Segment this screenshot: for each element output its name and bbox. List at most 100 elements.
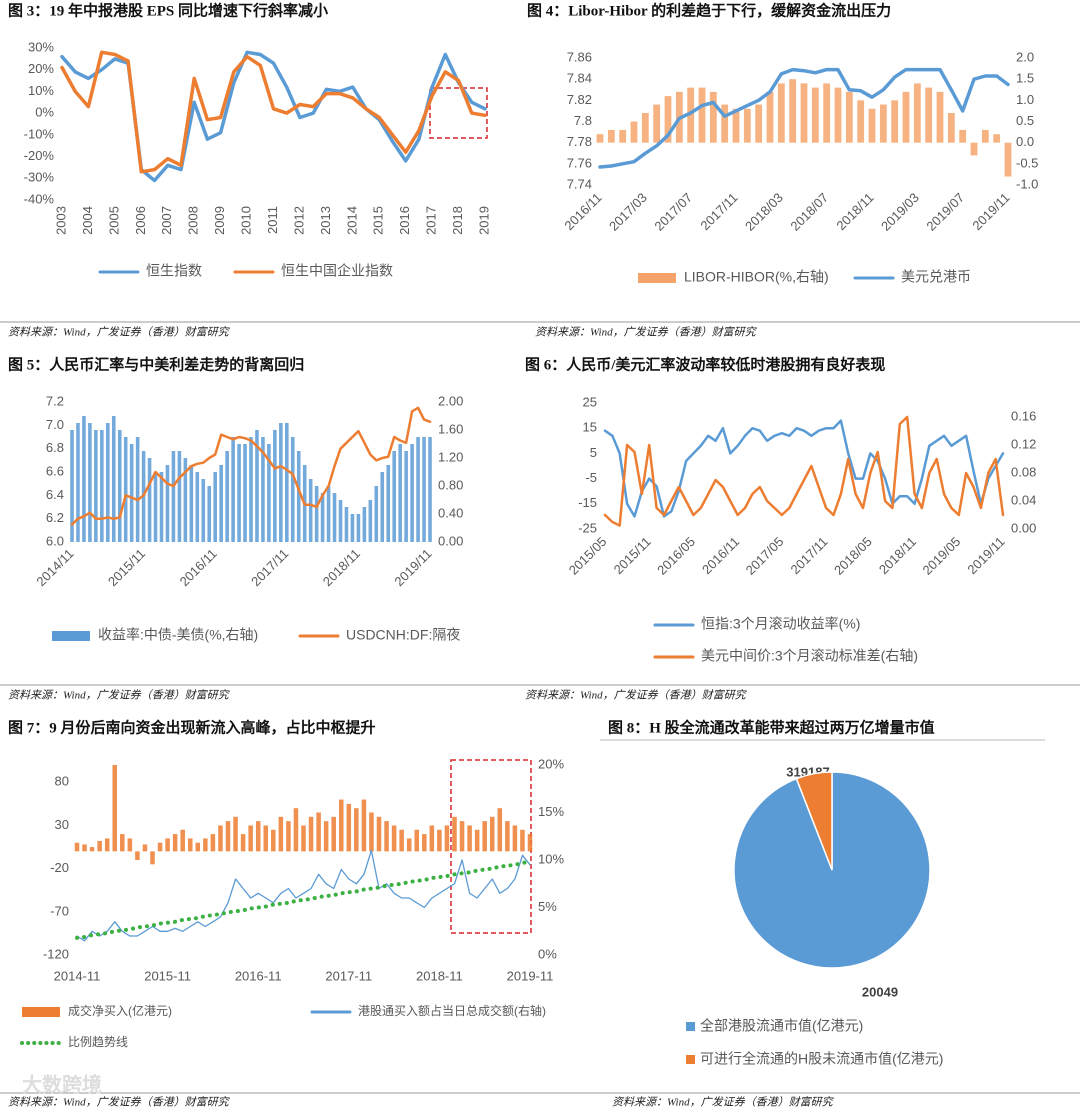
y2-tick-label: 2.0	[1016, 49, 1034, 64]
bar	[993, 134, 1001, 143]
bar	[207, 486, 212, 542]
bar	[902, 91, 910, 143]
y-tick-label: 6.8	[46, 440, 64, 455]
line	[603, 415, 1005, 527]
bar	[368, 500, 373, 542]
bar	[698, 87, 706, 143]
bar	[243, 444, 247, 542]
bar	[422, 437, 426, 542]
y-tick-label: 6.0	[46, 533, 64, 548]
bar	[386, 465, 391, 542]
bar	[346, 803, 352, 852]
legend-swatch	[22, 1007, 60, 1017]
bar	[422, 834, 427, 852]
bar	[112, 765, 118, 852]
y-tick-label: 0%	[35, 105, 54, 120]
y2-tick-label: -1.0	[1016, 176, 1038, 191]
line	[60, 50, 487, 174]
source-note: 资料来源：Wind，广发证券（香港）财富研究	[525, 689, 748, 702]
bar	[777, 83, 785, 143]
bar	[195, 842, 201, 852]
figure-title: 图 4：Libor-Hibor 的利差趋于下行，缓解资金流出压力	[527, 1, 891, 19]
bar	[709, 91, 717, 143]
bar	[332, 493, 337, 542]
bar	[293, 808, 299, 852]
bar	[157, 842, 163, 852]
x-tick-label: 2018	[450, 206, 465, 235]
bar	[195, 472, 200, 542]
bar	[392, 451, 396, 542]
y2-tick-label: 0.00	[438, 533, 463, 548]
bar	[120, 834, 125, 852]
x-tick-label: 2008	[186, 206, 201, 235]
bar	[404, 451, 408, 542]
bar	[74, 842, 80, 852]
y-tick-label: 5	[590, 445, 597, 460]
bar	[129, 444, 134, 542]
bar	[255, 430, 259, 542]
x-tick-label: 2004	[80, 206, 95, 235]
bar	[180, 829, 185, 852]
y2-tick-label: 2.00	[438, 393, 463, 408]
bar	[135, 851, 140, 860]
y-tick-label: -25	[578, 520, 597, 535]
x-tick-label: 2011	[265, 206, 280, 234]
x-tick-label: 2009	[212, 206, 227, 235]
bar	[273, 430, 277, 542]
bar	[362, 507, 367, 542]
bar	[255, 821, 261, 852]
legend-label: 港股通买入额占当日总成交额(右轴)	[358, 1003, 546, 1018]
bar	[172, 834, 178, 852]
figure-title: 图 5：人民币汇率与中美利差走势的背离回归	[8, 355, 304, 373]
bar	[218, 825, 223, 852]
bar	[429, 825, 435, 852]
bar	[189, 465, 194, 542]
bar	[237, 444, 241, 542]
x-tick-label: 2015	[371, 206, 386, 235]
bar	[834, 87, 842, 143]
data-label: 20049	[862, 984, 898, 999]
bar	[414, 829, 420, 852]
y2-tick-label: 0.08	[1011, 464, 1036, 479]
bar	[123, 437, 128, 542]
line	[598, 67, 1010, 169]
legend-swatch	[52, 631, 90, 641]
x-tick-label: 2003	[53, 206, 68, 235]
y-tick-label: -30%	[24, 170, 55, 185]
bar	[653, 104, 661, 143]
bar	[981, 129, 989, 143]
bar	[630, 121, 638, 143]
bar	[233, 816, 238, 852]
bar	[350, 514, 355, 542]
y2-tick-label: 10%	[538, 851, 564, 866]
y-tick-label: 6.2	[46, 510, 64, 525]
bar	[320, 493, 325, 542]
legend-label: 恒生中国企业指数	[281, 263, 393, 279]
highlight-box	[429, 87, 488, 139]
bar	[743, 108, 751, 143]
x-tick-label: 2007	[159, 206, 174, 235]
y-tick-label: 30	[55, 817, 69, 832]
y-tick-label: 7.78	[567, 134, 592, 149]
legend-label: 全部港股流通市值(亿港元)	[700, 1018, 863, 1034]
x-tick-label: 2019-11	[507, 968, 554, 983]
y2-tick-label: 0.5	[1016, 113, 1034, 128]
y-tick-label: -40%	[24, 191, 55, 206]
y2-tick-label: 1.0	[1016, 92, 1034, 107]
bar	[153, 472, 158, 542]
y-tick-label: 7.74	[567, 176, 592, 191]
bar	[290, 437, 295, 542]
x-tick-label: 2017-11	[325, 968, 372, 983]
bar	[925, 87, 933, 143]
y-tick-label: -20%	[24, 148, 55, 163]
y-tick-label: -10%	[24, 126, 55, 141]
bar	[474, 829, 480, 852]
y-tick-label: -15	[578, 495, 597, 510]
bar	[607, 129, 615, 143]
bar	[380, 472, 385, 542]
bar	[482, 821, 487, 852]
bar	[344, 507, 349, 542]
y-tick-label: 20%	[28, 61, 54, 76]
bar	[338, 799, 344, 852]
bar	[150, 851, 155, 865]
